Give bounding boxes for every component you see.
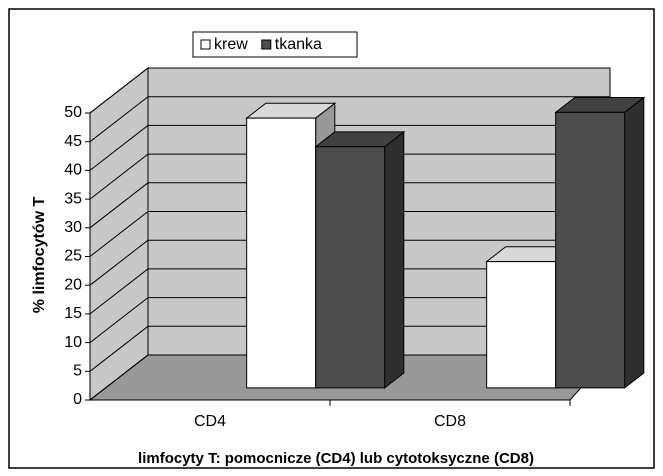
- bar-front: [246, 117, 317, 389]
- grid-line: [89, 124, 610, 171]
- y-tick-label: 10: [64, 334, 82, 351]
- grid-line: [89, 67, 610, 114]
- grid-line: [89, 182, 610, 229]
- y-tick-label: 50: [64, 104, 82, 121]
- x-tick-label: CD4: [194, 413, 226, 430]
- y-tick-label: 25: [64, 248, 82, 265]
- grid-line: [89, 297, 610, 343]
- legend: [192, 31, 358, 58]
- y-tick-label: 15: [64, 305, 82, 322]
- grid-line: [89, 239, 610, 286]
- plot-area: 0 5 10 15 20 25 30 35 40 45 50 CD4 CD8: [64, 66, 646, 430]
- y-tick-label: 40: [64, 162, 82, 179]
- legend-swatch: [200, 39, 211, 50]
- y-tick-label: 20: [64, 276, 82, 293]
- grid-line: [89, 153, 610, 200]
- y-tick-label: 0: [73, 391, 82, 408]
- x-axis-title: limfocyty T: pomocnicze (CD4) lub cytoto…: [138, 450, 534, 467]
- y-tick-label: 35: [64, 190, 82, 207]
- y-tick-label: 30: [64, 219, 82, 236]
- grid-line: [89, 96, 610, 143]
- bar-front: [315, 146, 386, 389]
- x-tick-label: CD8: [434, 413, 466, 430]
- bar: [554, 96, 646, 389]
- bar-front: [486, 261, 557, 389]
- bar-side: [384, 130, 405, 389]
- legend-label: tkanka: [275, 36, 322, 53]
- grid-line: [89, 354, 610, 401]
- bar: [314, 130, 406, 389]
- grid-line: [89, 268, 610, 315]
- grid-line: [89, 325, 610, 372]
- y-tick-label: 5: [73, 363, 82, 380]
- legend-label: krew: [214, 36, 248, 53]
- bar-side: [624, 96, 645, 389]
- legend-swatch: [261, 39, 272, 50]
- bar-front: [555, 111, 626, 389]
- y-axis-title: % limfocytów T: [31, 197, 48, 314]
- y-tick-label: 45: [64, 133, 82, 150]
- grid-line: [89, 211, 610, 257]
